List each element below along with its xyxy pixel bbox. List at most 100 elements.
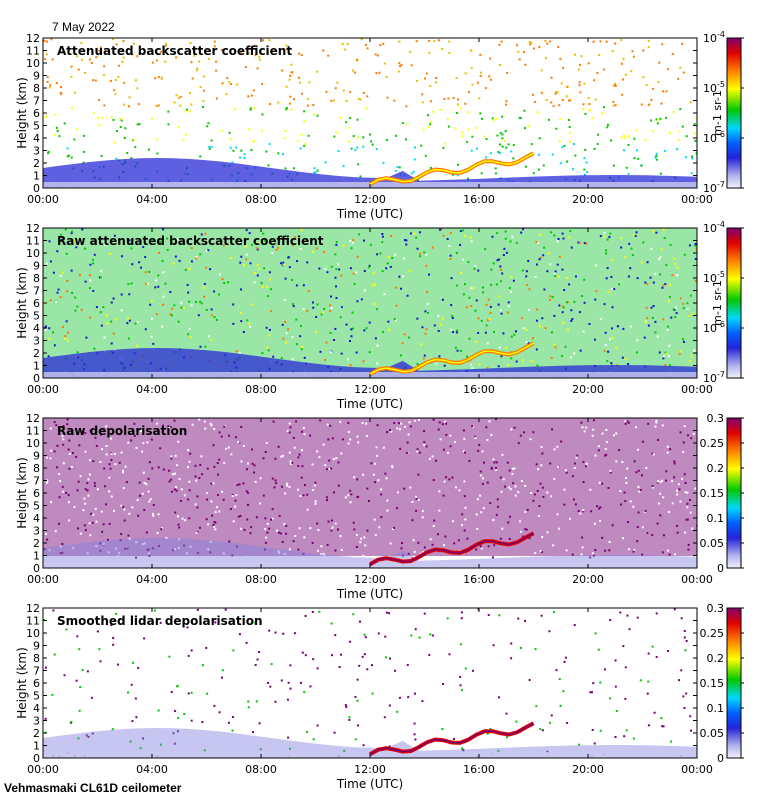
noise-speck	[471, 669, 474, 672]
noise-speck	[536, 319, 539, 322]
noise-speck	[478, 363, 481, 366]
noise-speck	[624, 500, 627, 503]
noise-speck	[150, 438, 153, 441]
noise-speck	[323, 251, 326, 254]
noise-speck	[588, 322, 591, 325]
noise-speck	[454, 346, 457, 349]
noise-speck	[335, 243, 338, 246]
noise-speck	[288, 102, 291, 105]
noise-speck	[232, 303, 235, 306]
noise-speck	[293, 446, 296, 449]
noise-speck	[82, 161, 85, 164]
noise-speck	[651, 452, 654, 455]
noise-speck	[198, 418, 201, 421]
noise-speck	[232, 149, 235, 152]
noise-speck	[158, 251, 161, 254]
noise-speck	[659, 256, 662, 259]
noise-speck	[539, 256, 542, 259]
noise-speck	[320, 545, 323, 548]
x-tick-label: 00:00	[681, 573, 713, 586]
noise-speck	[591, 729, 594, 732]
noise-speck	[61, 542, 64, 545]
noise-speck	[483, 135, 486, 138]
noise-speck	[127, 105, 130, 108]
noise-speck	[376, 253, 379, 256]
x-tick-label: 20:00	[572, 573, 604, 586]
noise-speck	[554, 275, 557, 278]
noise-speck	[655, 118, 658, 121]
noise-speck	[564, 345, 567, 348]
noise-speck	[494, 172, 497, 175]
noise-speck	[176, 515, 179, 518]
y-tick-label: 6	[33, 487, 40, 500]
noise-speck	[665, 90, 668, 93]
noise-speck	[429, 166, 432, 169]
noise-speck	[347, 431, 350, 434]
noise-speck	[539, 728, 542, 731]
noise-speck	[438, 490, 441, 493]
noise-speck	[592, 554, 595, 557]
noise-speck	[618, 449, 621, 452]
noise-speck	[169, 426, 172, 429]
noise-speck	[523, 109, 526, 112]
noise-speck	[110, 320, 113, 323]
noise-speck	[536, 111, 539, 114]
noise-speck	[170, 691, 173, 694]
boundary-layer	[43, 158, 697, 188]
noise-speck	[280, 357, 283, 360]
noise-speck	[348, 716, 351, 719]
noise-speck	[637, 157, 640, 160]
noise-speck	[294, 534, 297, 537]
noise-speck	[223, 282, 226, 285]
noise-speck	[496, 505, 499, 508]
noise-speck	[112, 332, 115, 335]
noise-speck	[566, 276, 569, 279]
noise-speck	[667, 325, 670, 328]
noise-speck	[239, 288, 242, 291]
noise-speck	[647, 680, 650, 683]
noise-speck	[385, 267, 388, 270]
y-tick-label: 1	[33, 740, 40, 753]
noise-speck	[616, 325, 619, 328]
colorbar-tick-label: 0.1	[707, 702, 725, 715]
noise-speck	[492, 458, 495, 461]
noise-speck	[345, 705, 348, 708]
noise-speck	[418, 636, 421, 639]
noise-speck	[190, 719, 193, 722]
noise-speck	[525, 270, 528, 273]
noise-speck	[615, 460, 618, 463]
noise-speck	[269, 103, 272, 106]
noise-speck	[99, 311, 102, 314]
noise-speck	[286, 484, 289, 487]
noise-speck	[115, 547, 118, 550]
y-tick-label: 5	[33, 120, 40, 133]
x-tick-label: 00:00	[27, 383, 59, 396]
noise-speck	[524, 510, 527, 513]
noise-speck	[320, 553, 323, 556]
noise-speck	[156, 422, 159, 425]
noise-speck	[536, 364, 539, 367]
noise-speck	[121, 61, 124, 64]
noise-speck	[53, 450, 56, 453]
noise-speck	[80, 41, 83, 44]
noise-speck	[389, 265, 392, 268]
noise-speck	[403, 333, 406, 336]
x-tick-label: 00:00	[27, 193, 59, 206]
noise-speck	[519, 434, 522, 437]
noise-speck	[611, 306, 614, 309]
noise-speck	[231, 716, 234, 719]
noise-speck	[210, 482, 213, 485]
noise-speck	[421, 510, 424, 513]
noise-speck	[665, 352, 668, 355]
noise-speck	[105, 444, 108, 447]
noise-speck	[59, 552, 62, 555]
noise-speck	[317, 549, 320, 552]
noise-speck	[243, 157, 246, 160]
noise-speck	[562, 237, 565, 240]
noise-speck	[486, 439, 489, 442]
noise-speck	[684, 649, 687, 652]
y-tick-label: 2	[33, 347, 40, 360]
noise-speck	[517, 491, 520, 494]
noise-speck	[326, 271, 329, 274]
noise-speck	[413, 733, 416, 736]
